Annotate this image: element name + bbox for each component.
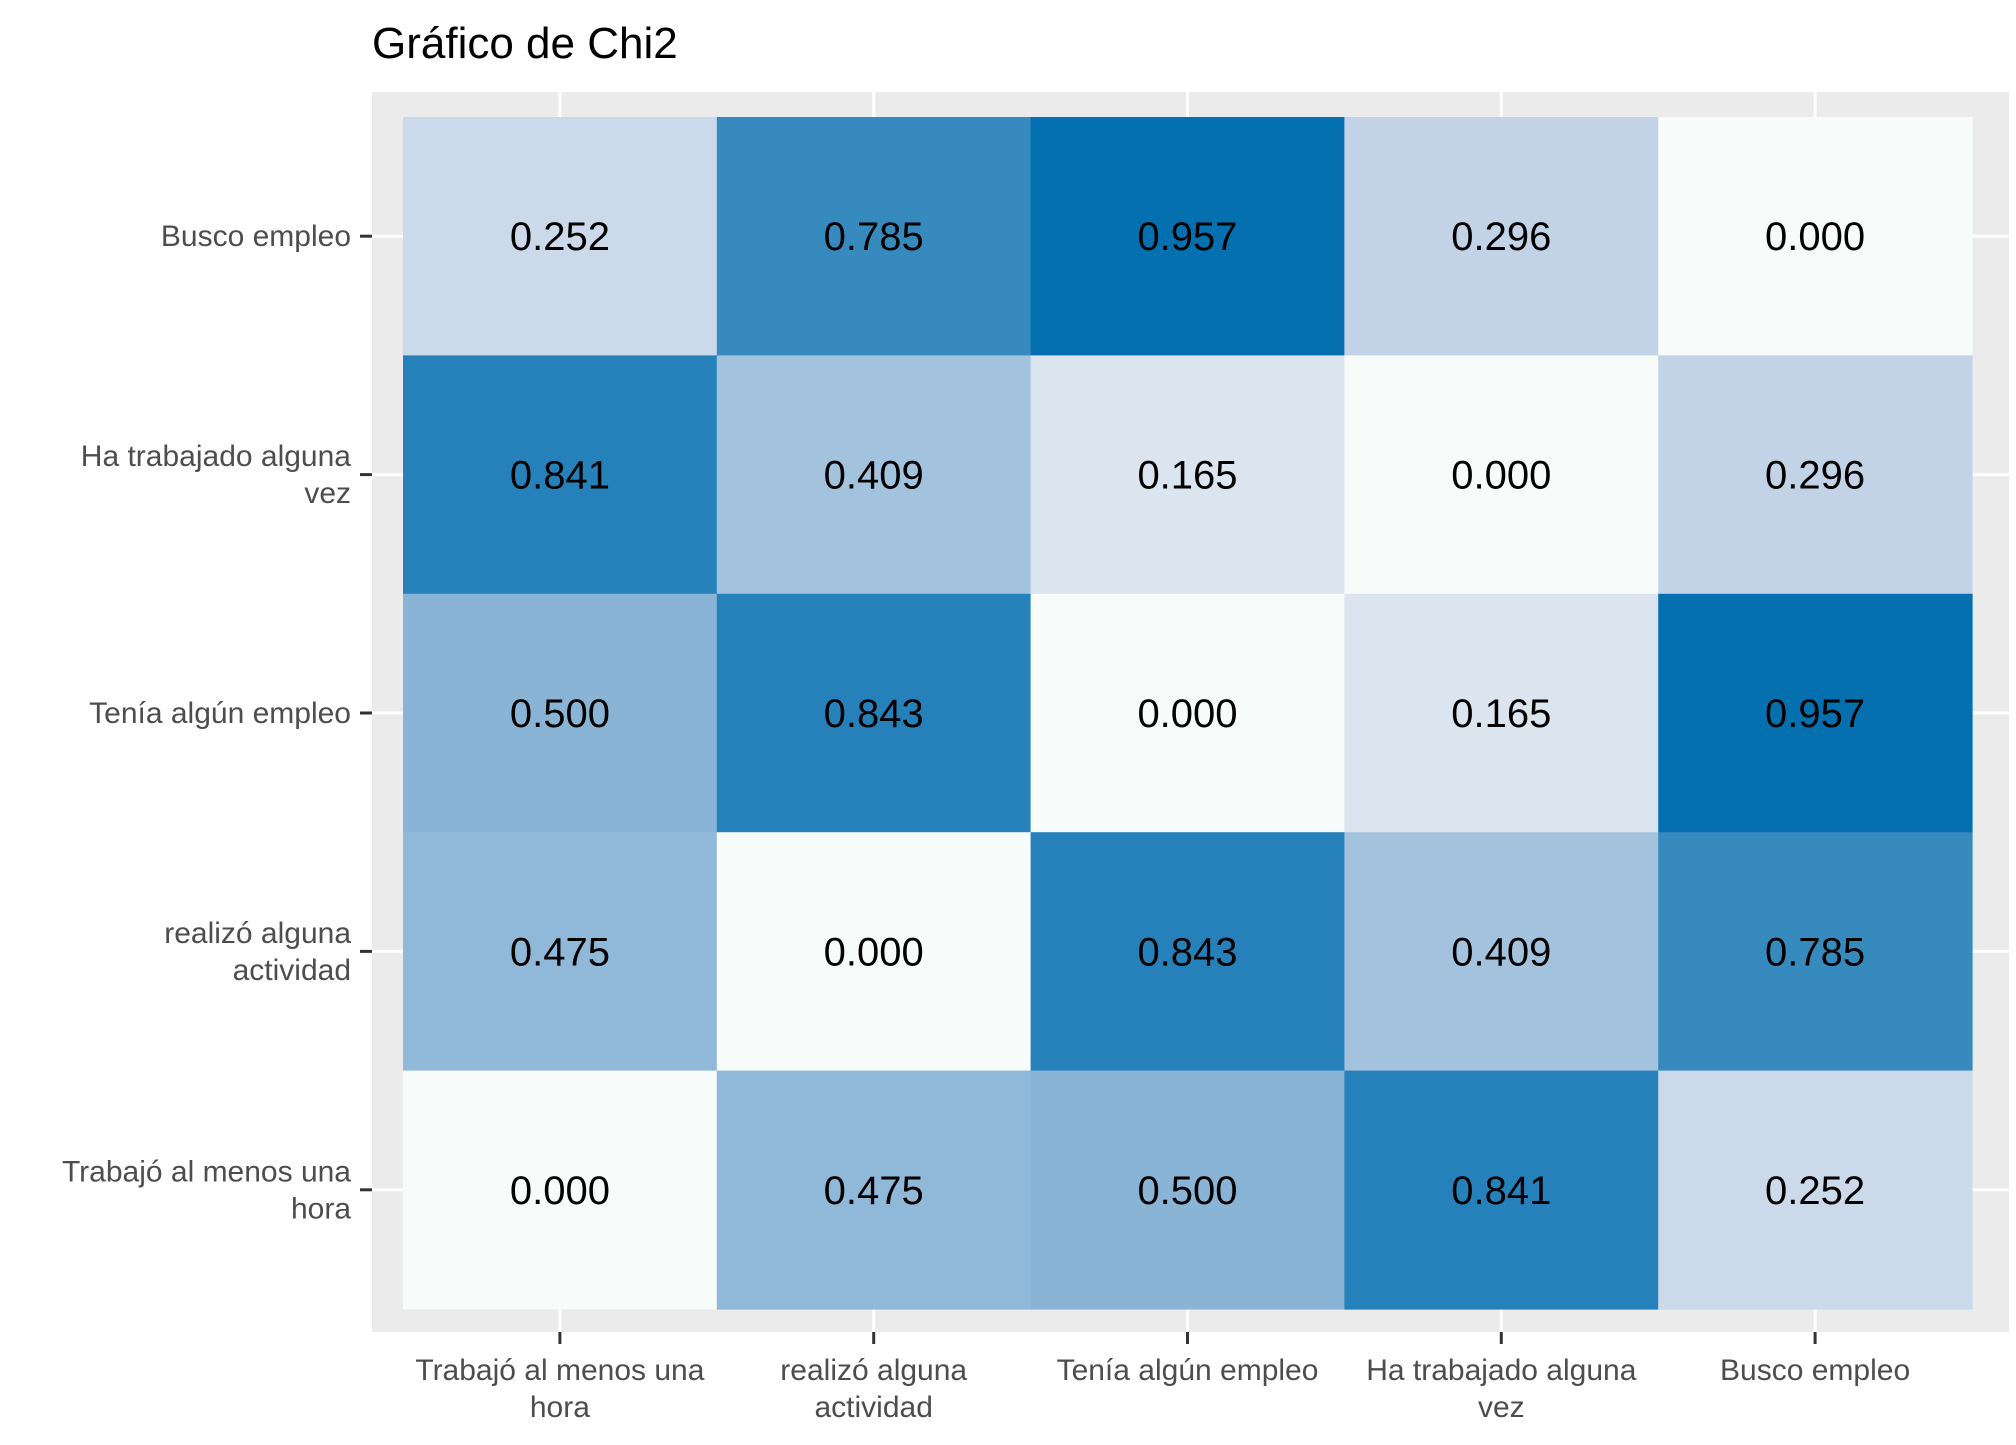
heatmap-cells — [403, 117, 1973, 1310]
cell-value-label: 0.841 — [1451, 1169, 1551, 1213]
heatmap-cell — [1030, 117, 1345, 356]
cell-value-label: 0.841 — [510, 454, 610, 498]
heatmap-cell — [403, 117, 718, 356]
cell-value-label: 0.785 — [824, 215, 924, 259]
cell-value-label: 0.843 — [1137, 930, 1237, 974]
cell-value-label: 0.296 — [1451, 215, 1551, 259]
cell-value-label: 0.843 — [824, 692, 924, 736]
x-tick-label: Ha trabajado alguna vez — [1366, 1354, 1637, 1424]
cell-value-label: 0.785 — [1765, 930, 1865, 974]
heatmap-cell — [403, 593, 718, 833]
x-tick-label: Tenía algún empleo — [1057, 1354, 1319, 1387]
y-tick-label: Ha trabajado alguna vez — [81, 440, 352, 510]
cell-value-label: 0.409 — [1451, 930, 1551, 974]
cell-value-label: 0.409 — [824, 454, 924, 498]
heatmap-cell — [716, 1070, 1032, 1310]
y-tick-label: Busco empleo — [161, 220, 351, 253]
heatmap-cell — [716, 355, 1032, 595]
heatmap-cell — [403, 832, 718, 1072]
heatmap-cell — [1030, 593, 1345, 833]
x-tick-label: realizó alguna actividad — [780, 1354, 967, 1424]
heatmap-cell — [1344, 117, 1659, 356]
cell-value-label: 0.296 — [1765, 454, 1865, 498]
heatmap-cell — [1658, 355, 1973, 595]
y-tick-label: Trabajó al menos una hora — [62, 1155, 351, 1225]
heatmap-cell — [1344, 593, 1659, 833]
cell-value-label: 0.000 — [1451, 454, 1551, 498]
cell-value-label: 0.000 — [824, 930, 924, 974]
heatmap-cell — [403, 355, 718, 595]
heatmap-cell — [716, 117, 1032, 356]
chart-title: Gráfico de Chi2 — [372, 19, 678, 68]
y-tick-label: realizó alguna actividad — [164, 917, 351, 987]
heatmap-cell — [716, 832, 1032, 1072]
cell-value-label: 0.957 — [1765, 692, 1865, 736]
heatmap-cell — [1030, 1070, 1345, 1310]
heatmap-cell — [1344, 355, 1659, 595]
cell-value-labels: 0.252 0.785 0.957 0.296 0.000 0.841 0.409 0.165… — [510, 215, 1865, 1213]
x-tick-label: Trabajó al menos una hora — [415, 1354, 704, 1424]
cell-value-label: 0.475 — [824, 1169, 924, 1213]
heatmap-cell — [1344, 1070, 1659, 1310]
cell-value-label: 0.475 — [510, 930, 610, 974]
heatmap-cell — [1658, 832, 1973, 1072]
y-tick-label: Tenía algún empleo — [89, 697, 351, 730]
cell-value-label: 0.252 — [1765, 1169, 1865, 1213]
heatmap-cell — [1030, 832, 1345, 1072]
cell-value-label: 0.000 — [1765, 215, 1865, 259]
heatmap-cell — [1658, 117, 1973, 356]
heatmap-cell — [1030, 355, 1345, 595]
cell-value-label: 0.000 — [1137, 692, 1237, 736]
cell-value-label: 0.500 — [1137, 1169, 1237, 1213]
cell-value-label: 0.165 — [1451, 692, 1551, 736]
y-axis-ticks: Busco empleo Ha trabajado alguna vez Tenía … — [62, 220, 372, 1225]
heatmap-cell — [403, 1070, 718, 1310]
cell-value-label: 0.957 — [1137, 215, 1237, 259]
x-axis-ticks: Trabajó al menos una hora realizó alguna ac… — [415, 1332, 1910, 1424]
heatmap-cell — [1344, 832, 1659, 1072]
cell-value-label: 0.500 — [510, 692, 610, 736]
cell-value-label: 0.000 — [510, 1169, 610, 1213]
heatmap-cell — [716, 593, 1032, 833]
x-tick-label: Busco empleo — [1720, 1354, 1910, 1387]
heatmap-cell — [1658, 593, 1973, 833]
cell-value-label: 0.252 — [510, 215, 610, 259]
cell-value-label: 0.165 — [1137, 454, 1237, 498]
heatmap-cell — [1658, 1070, 1973, 1310]
